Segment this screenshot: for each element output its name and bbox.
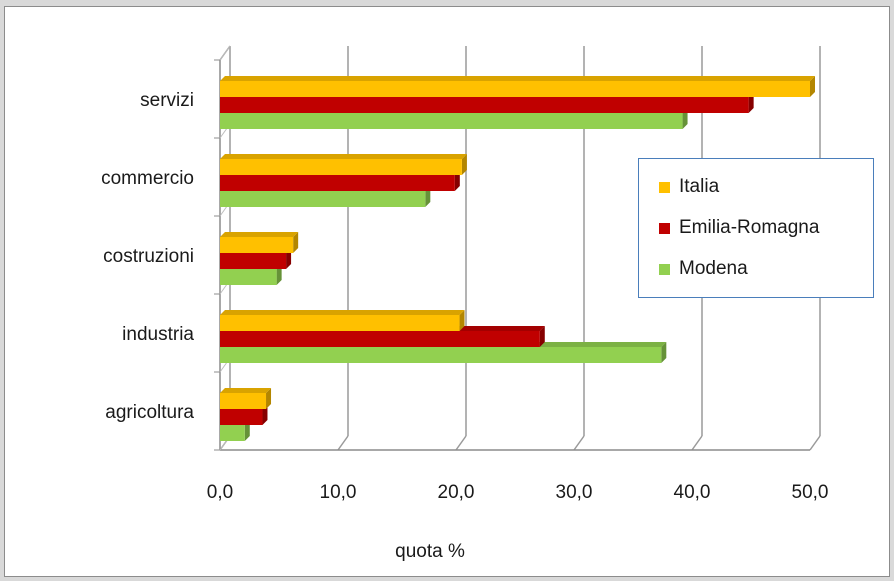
bar-end-face xyxy=(661,342,667,363)
category-label: agricoltura xyxy=(105,402,194,423)
bar-end-face xyxy=(748,92,754,113)
bar-end-face xyxy=(682,108,688,129)
bar-italia-agricoltura xyxy=(220,393,267,409)
bar-italia-commercio xyxy=(220,159,462,175)
bar-end-face xyxy=(293,232,299,253)
x-axis-title: quota % xyxy=(395,541,465,562)
bar-emilia-romagna-agricoltura xyxy=(220,409,263,425)
chart-legend: Italia Emilia-Romagna Modena xyxy=(638,158,874,298)
bar-emilia-romagna-commercio xyxy=(220,175,455,191)
bar-top-face xyxy=(220,76,815,81)
bar-end-face xyxy=(425,186,431,207)
category-label: servizi xyxy=(140,90,194,111)
bar-end-face xyxy=(454,170,460,191)
bar-modena-industria xyxy=(220,347,662,363)
x-tick-label: 0,0 xyxy=(207,482,233,503)
bar-italia-costruzioni xyxy=(220,237,294,253)
bar-top-face xyxy=(220,154,467,159)
legend-label-emilia-romagna: Emilia-Romagna xyxy=(679,217,820,238)
legend-swatch-italia xyxy=(659,181,670,193)
x-tick-label: 20,0 xyxy=(438,482,475,503)
bar-end-face xyxy=(266,388,272,409)
floor-gridline xyxy=(455,435,467,451)
bar-modena-costruzioni xyxy=(220,269,277,285)
x-tick-label: 40,0 xyxy=(674,482,711,503)
legend-label-modena: Modena xyxy=(679,258,748,279)
bar-end-face xyxy=(539,326,545,347)
bar-top-face xyxy=(220,388,272,393)
category-label: industria xyxy=(122,324,194,345)
bar-modena-commercio xyxy=(220,191,426,207)
bar-modena-servizi xyxy=(220,113,683,129)
bar-italia-industria xyxy=(220,315,460,331)
bar-italia-servizi xyxy=(220,81,810,97)
legend-label-italia: Italia xyxy=(679,176,720,197)
category-label: commercio xyxy=(101,168,194,189)
floor-gridline xyxy=(691,435,703,451)
side-wall-gridline xyxy=(219,45,231,61)
bar-top-face xyxy=(220,310,465,315)
bar-end-face xyxy=(810,76,815,97)
legend-item-modena: Modena xyxy=(659,256,748,282)
legend-item-italia: Italia xyxy=(659,174,719,200)
x-tick-label: 50,0 xyxy=(792,482,829,503)
x-tick-label: 30,0 xyxy=(556,482,593,503)
bar-end-face xyxy=(459,310,465,331)
bar-end-face xyxy=(244,420,250,441)
legend-swatch-modena xyxy=(659,263,670,275)
bar-end-face xyxy=(276,264,282,285)
category-label: costruzioni xyxy=(103,246,194,267)
bar-end-face xyxy=(286,248,292,269)
floor-gridline xyxy=(809,435,821,451)
bar-emilia-romagna-industria xyxy=(220,331,540,347)
floor-gridline xyxy=(337,435,349,451)
legend-item-emilia-romagna: Emilia-Romagna xyxy=(659,215,819,241)
legend-swatch-emilia-romagna xyxy=(659,222,670,234)
bar-end-face xyxy=(262,404,268,425)
bar-modena-agricoltura xyxy=(220,425,245,441)
bar-top-face xyxy=(220,232,299,237)
bar-emilia-romagna-costruzioni xyxy=(220,253,287,269)
x-tick-label: 10,0 xyxy=(320,482,357,503)
bar-end-face xyxy=(461,154,467,175)
bar-emilia-romagna-servizi xyxy=(220,97,749,113)
floor-gridline xyxy=(573,435,585,451)
